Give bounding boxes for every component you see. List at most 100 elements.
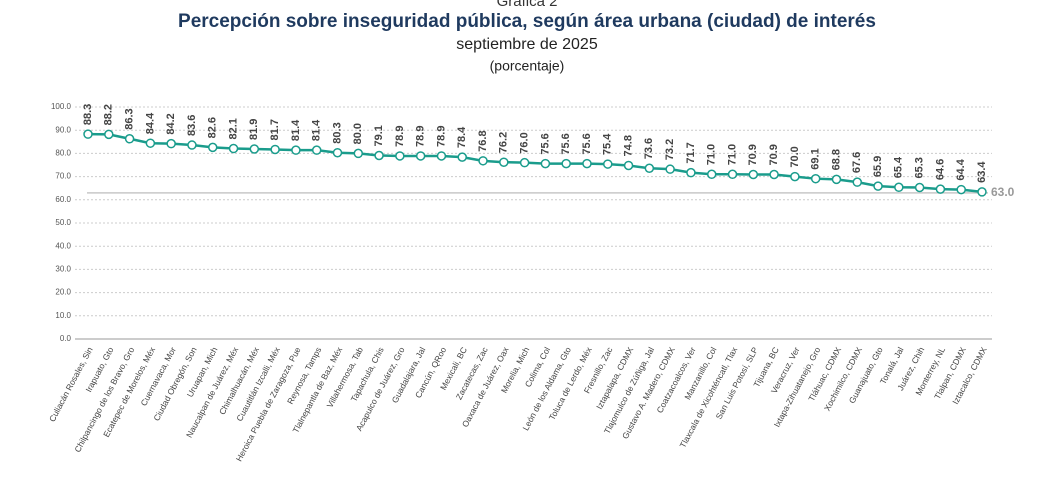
- y-tick-label: 10.0: [55, 311, 71, 320]
- value-label: 70.9: [747, 144, 759, 165]
- value-label: 84.2: [165, 113, 177, 134]
- value-label: 69.1: [810, 148, 822, 169]
- marker: [207, 142, 218, 153]
- marker: [623, 160, 634, 171]
- value-label: 65.4: [893, 156, 905, 178]
- marker: [395, 151, 405, 161]
- value-label: 81.7: [269, 119, 281, 140]
- value-label: 73.6: [643, 138, 655, 159]
- marker: [706, 169, 717, 180]
- marker: [519, 157, 530, 168]
- marker: [603, 159, 613, 169]
- data-line: [87, 132, 983, 194]
- chart-title: Percepción sobre inseguridad pública, se…: [178, 11, 876, 32]
- value-label: 82.1: [227, 118, 239, 139]
- chart-supertitle: Gráfica 2: [497, 0, 558, 10]
- value-label: 80.0: [352, 123, 364, 144]
- marker: [665, 164, 675, 174]
- marker: [956, 184, 966, 195]
- value-label: 68.8: [830, 149, 842, 170]
- marker: [748, 169, 759, 180]
- value-label: 75.4: [602, 133, 614, 155]
- marker: [914, 182, 925, 193]
- value-label: 71.7: [685, 142, 697, 163]
- marker: [270, 144, 280, 155]
- marker: [769, 169, 779, 180]
- value-label: 80.3: [331, 122, 343, 143]
- value-label: 82.6: [207, 117, 219, 138]
- marker: [436, 151, 447, 161]
- marker: [83, 129, 93, 139]
- value-label: 86.3: [123, 108, 135, 129]
- value-label: 74.8: [622, 135, 634, 156]
- y-tick-label: 50.0: [55, 218, 71, 227]
- marker: [374, 150, 384, 161]
- marker: [166, 138, 176, 149]
- value-label: 84.4: [144, 112, 156, 134]
- marker: [790, 171, 800, 182]
- value-label: 64.4: [955, 158, 967, 180]
- value-label: 70.9: [768, 144, 780, 165]
- value-label: 70.0: [789, 146, 801, 167]
- marker: [873, 181, 883, 191]
- value-label: 81.4: [311, 119, 323, 141]
- value-label: 65.3: [914, 157, 926, 178]
- value-label: 65.9: [872, 156, 884, 177]
- marker: [291, 145, 301, 155]
- value-label: 79.1: [373, 125, 385, 146]
- marker: [415, 151, 426, 161]
- value-label: 83.6: [186, 115, 198, 136]
- value-label: 64.6: [934, 159, 946, 180]
- reference-label: 63.0: [991, 185, 1015, 199]
- value-label: 78.9: [435, 126, 447, 147]
- y-tick-label: 30.0: [55, 265, 71, 274]
- marker: [852, 177, 863, 187]
- marker: [561, 158, 571, 169]
- marker: [540, 158, 551, 169]
- value-label: 78.9: [394, 126, 406, 147]
- marker: [499, 157, 509, 167]
- unit-note: (porcentaje): [490, 58, 565, 74]
- marker: [457, 152, 467, 162]
- marker: [187, 140, 197, 150]
- marker: [644, 163, 655, 173]
- value-label: 76.2: [498, 132, 510, 153]
- y-tick-label: 0.0: [60, 334, 72, 343]
- marker: [249, 144, 260, 154]
- marker: [810, 173, 821, 184]
- value-label: 78.9: [415, 126, 427, 147]
- marker: [124, 134, 135, 144]
- marker: [228, 143, 239, 154]
- value-label: 71.0: [726, 144, 738, 165]
- value-label: 76.8: [477, 130, 489, 151]
- marker: [478, 156, 488, 166]
- value-label: 88.3: [82, 104, 94, 125]
- marker: [332, 147, 343, 158]
- marker: [894, 182, 904, 193]
- value-label: 67.6: [851, 152, 863, 173]
- y-tick-label: 20.0: [55, 288, 71, 297]
- value-label: 73.2: [664, 139, 676, 160]
- marker: [104, 129, 114, 140]
- y-tick-label: 60.0: [55, 195, 71, 204]
- y-tick-label: 90.0: [55, 125, 71, 134]
- value-label: 75.6: [560, 133, 572, 154]
- chart-subtitle: septiembre de 2025: [456, 36, 598, 53]
- marker: [582, 158, 592, 169]
- marker: [145, 138, 156, 148]
- value-label: 71.0: [706, 144, 718, 165]
- value-label: 88.2: [103, 104, 115, 125]
- marker: [727, 169, 738, 180]
- y-tick-label: 40.0: [55, 241, 71, 250]
- marker: [353, 148, 364, 159]
- value-label: 75.6: [539, 133, 551, 154]
- marker: [686, 167, 696, 178]
- y-tick-label: 70.0: [55, 172, 71, 181]
- marker: [977, 187, 987, 197]
- value-label: 76.0: [519, 132, 531, 153]
- y-tick-label: 80.0: [55, 149, 71, 158]
- value-label: 81.9: [248, 119, 260, 140]
- value-label: 75.6: [581, 133, 593, 154]
